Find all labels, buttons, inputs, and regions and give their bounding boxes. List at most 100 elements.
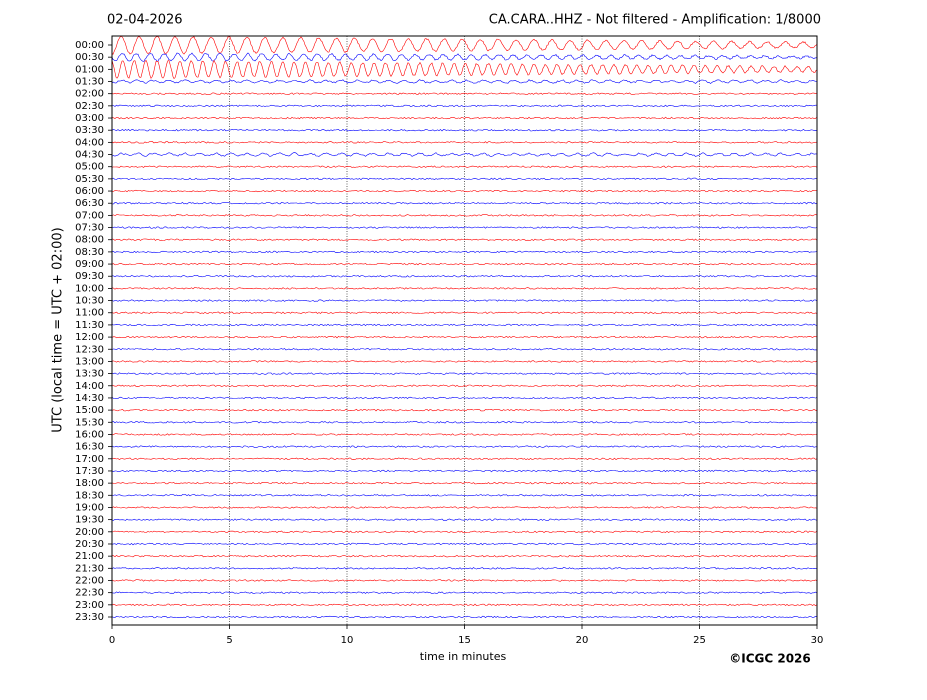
y-tick-label: 10:30 (75, 296, 104, 307)
y-tick-label: 06:00 (75, 186, 104, 197)
trace (111, 360, 818, 363)
trace (111, 311, 818, 314)
trace (111, 92, 818, 95)
x-tick-label: 30 (811, 635, 824, 646)
x-tick-label: 0 (109, 635, 115, 646)
copyright: ©ICGC 2026 (729, 652, 811, 666)
trace (111, 141, 818, 144)
trace (111, 59, 818, 79)
trace (111, 238, 818, 241)
y-tick-label: 16:00 (75, 429, 104, 440)
y-tick-label: 04:00 (75, 137, 104, 148)
y-tick-label: 06:30 (75, 198, 104, 209)
trace (111, 165, 818, 168)
y-tick-label: 11:00 (75, 308, 104, 319)
trace (111, 518, 818, 521)
y-tick-label: 20:00 (75, 527, 104, 538)
trace (111, 52, 818, 62)
trace (111, 506, 818, 509)
trace (111, 372, 818, 375)
trace (111, 177, 818, 181)
trace (111, 201, 818, 205)
chart-title: CA.CARA..HHZ - Not filtered - Amplificat… (489, 13, 821, 28)
y-tick-label: 22:30 (75, 588, 104, 599)
y-tick-label: 10:00 (75, 283, 104, 294)
y-tick-label: 17:30 (75, 466, 104, 477)
trace (111, 287, 818, 290)
trace (111, 79, 818, 84)
y-axis-label: UTC (local time = UTC + 02:00) (51, 227, 66, 432)
y-tick-label: 17:00 (75, 454, 104, 465)
x-tick-label: 5 (226, 635, 232, 646)
y-tick-label: 05:00 (75, 162, 104, 173)
trace (111, 481, 818, 485)
x-tick-label: 25 (693, 635, 706, 646)
trace (111, 384, 818, 387)
y-tick-label: 22:00 (75, 575, 104, 586)
y-tick-label: 00:00 (75, 40, 104, 51)
y-tick-label: 20:30 (75, 539, 104, 550)
trace (111, 554, 818, 558)
trace (111, 189, 818, 193)
x-tick-label: 15 (458, 635, 471, 646)
y-tick-label: 13:00 (75, 356, 104, 367)
y-tick-label: 05:30 (75, 174, 104, 185)
y-tick-label: 16:30 (75, 442, 104, 453)
y-tick-label: 02:00 (75, 89, 104, 100)
x-tick-label: 20 (576, 635, 589, 646)
trace (111, 152, 817, 157)
trace (111, 421, 818, 424)
y-tick-label: 03:00 (75, 113, 104, 124)
x-axis-label: time in minutes (420, 650, 507, 663)
y-tick-label: 02:30 (75, 101, 104, 112)
y-tick-label: 13:30 (75, 369, 104, 380)
trace (111, 494, 818, 497)
trace (111, 396, 818, 400)
y-tick-label: 03:30 (75, 125, 104, 136)
y-tick-label: 07:30 (75, 223, 104, 234)
y-tick-label: 01:30 (75, 77, 104, 88)
trace (111, 348, 818, 351)
trace (111, 335, 818, 339)
trace (111, 299, 818, 302)
trace (111, 591, 818, 594)
y-tick-label: 09:30 (75, 271, 104, 282)
y-tick-label: 08:00 (75, 235, 104, 246)
y-tick-label: 19:30 (75, 515, 104, 526)
date-title: 02-04-2026 (107, 13, 183, 28)
y-tick-label: 01:00 (75, 64, 104, 75)
trace (111, 116, 818, 120)
x-tick-label: 10 (341, 635, 354, 646)
y-tick-label: 04:30 (75, 150, 104, 161)
y-tick-label: 07:00 (75, 210, 104, 221)
y-tick-label: 11:30 (75, 320, 104, 331)
plot-frame (111, 35, 818, 626)
trace (111, 214, 818, 217)
y-tick-label: 19:00 (75, 502, 104, 513)
trace (111, 579, 818, 582)
trace (111, 433, 818, 436)
y-tick-label: 18:30 (75, 490, 104, 501)
y-tick-label: 18:00 (75, 478, 104, 489)
trace (111, 469, 818, 473)
trace (111, 542, 818, 546)
trace (111, 275, 818, 278)
y-tick-label: 14:00 (75, 381, 104, 392)
trace (111, 603, 818, 606)
y-tick-label: 21:00 (75, 551, 104, 562)
trace (111, 615, 818, 619)
trace (111, 457, 818, 460)
y-tick-label: 23:30 (75, 612, 104, 623)
trace (111, 250, 818, 254)
trace (111, 408, 818, 412)
trace (111, 128, 818, 132)
trace (111, 445, 817, 448)
y-tick-label: 09:00 (75, 259, 104, 270)
trace (111, 530, 818, 534)
y-tick-label: 12:30 (75, 344, 104, 355)
y-tick-label: 15:30 (75, 417, 104, 428)
trace (111, 323, 818, 327)
